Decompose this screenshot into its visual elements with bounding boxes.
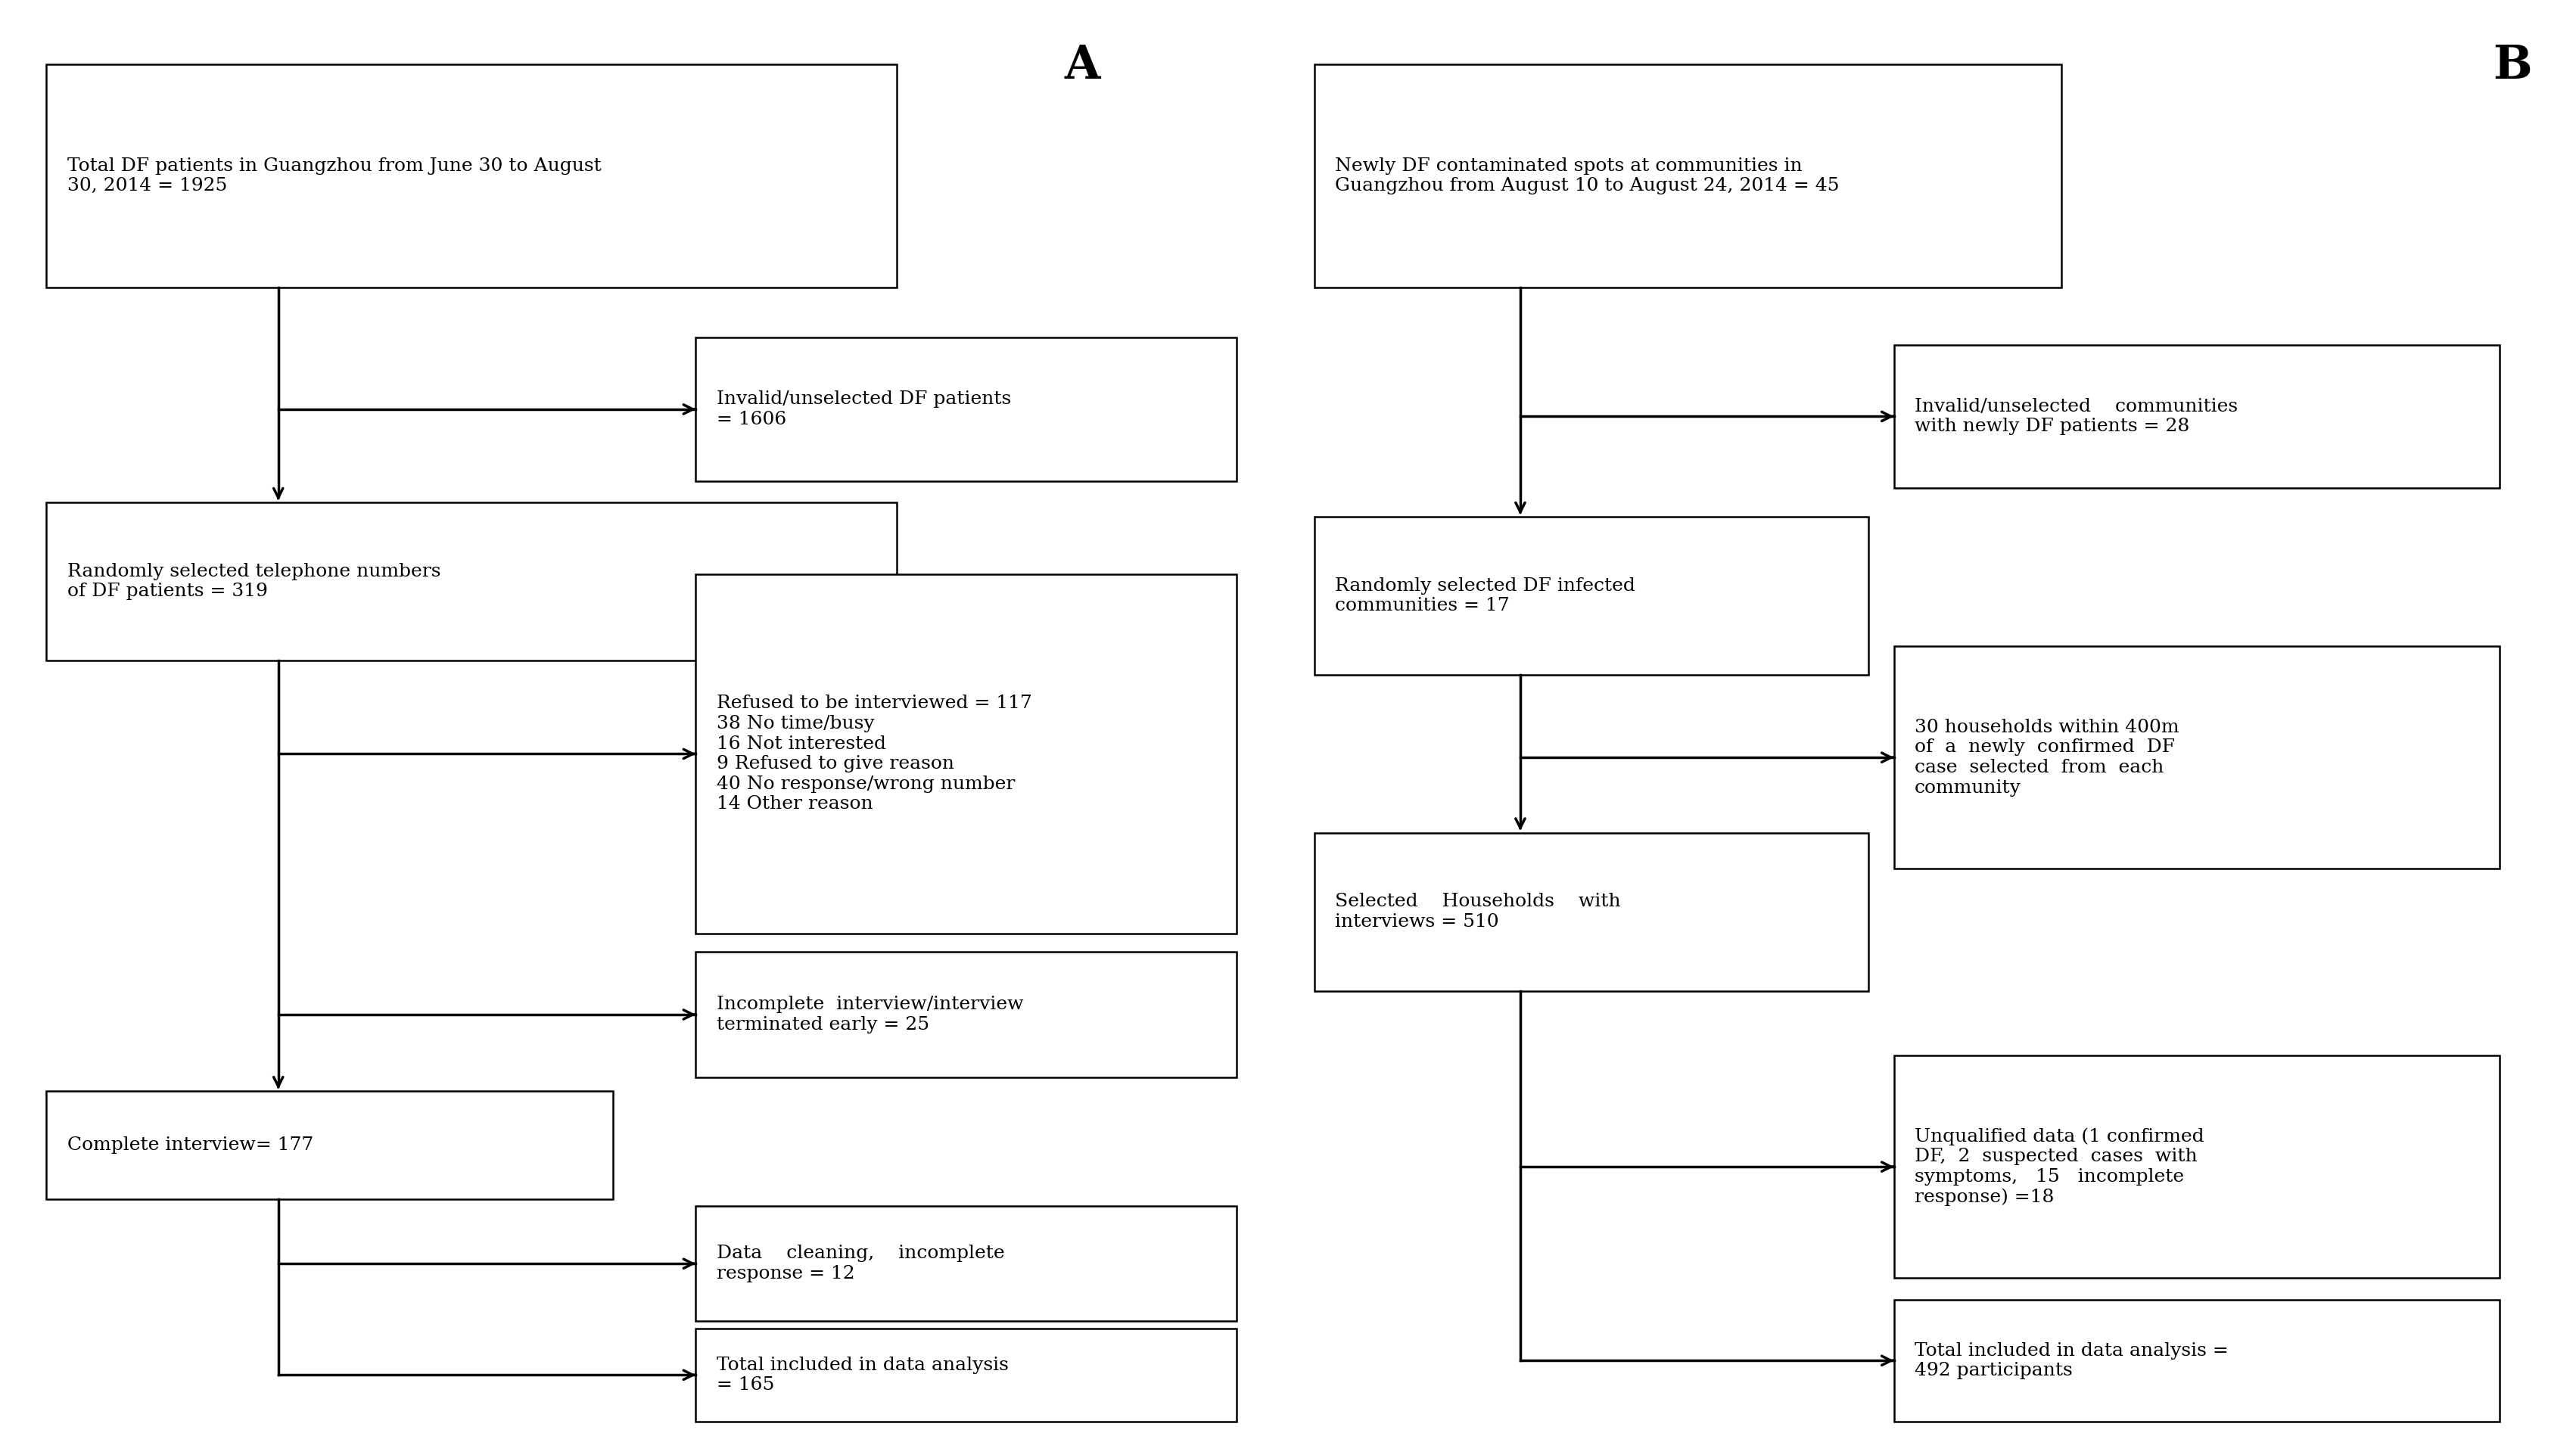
FancyBboxPatch shape xyxy=(696,337,1236,481)
Text: Selected    Households    with
interviews = 510: Selected Households with interviews = 51… xyxy=(1334,893,1620,931)
Text: A: A xyxy=(1064,43,1100,89)
FancyBboxPatch shape xyxy=(1314,833,1868,991)
FancyBboxPatch shape xyxy=(1314,517,1868,675)
FancyBboxPatch shape xyxy=(696,574,1236,933)
FancyBboxPatch shape xyxy=(1893,1300,2499,1422)
Text: B: B xyxy=(2491,43,2532,89)
Text: Total included in data analysis
= 165: Total included in data analysis = 165 xyxy=(716,1356,1007,1394)
Text: Randomly selected telephone numbers
of DF patients = 319: Randomly selected telephone numbers of D… xyxy=(67,563,440,600)
Text: 30 households within 400m
of  a  newly  confirmed  DF
case  selected  from  each: 30 households within 400m of a newly con… xyxy=(1914,718,2179,797)
Text: Data    cleaning,    incomplete
response = 12: Data cleaning, incomplete response = 12 xyxy=(716,1245,1005,1282)
FancyBboxPatch shape xyxy=(696,952,1236,1077)
FancyBboxPatch shape xyxy=(46,65,896,287)
FancyBboxPatch shape xyxy=(1893,345,2499,488)
Text: Newly DF contaminated spots at communities in
Guangzhou from August 10 to August: Newly DF contaminated spots at communiti… xyxy=(1334,157,1839,195)
Text: Invalid/unselected DF patients
= 1606: Invalid/unselected DF patients = 1606 xyxy=(716,391,1010,428)
Text: Refused to be interviewed = 117
38 No time/busy
16 Not interested
9 Refused to g: Refused to be interviewed = 117 38 No ti… xyxy=(716,695,1030,813)
Text: Complete interview= 177: Complete interview= 177 xyxy=(67,1136,314,1155)
FancyBboxPatch shape xyxy=(46,1091,613,1199)
FancyBboxPatch shape xyxy=(1893,1055,2499,1278)
Text: Total DF patients in Guangzhou from June 30 to August
30, 2014 = 1925: Total DF patients in Guangzhou from June… xyxy=(67,157,600,195)
FancyBboxPatch shape xyxy=(46,503,896,661)
FancyBboxPatch shape xyxy=(696,1206,1236,1321)
FancyBboxPatch shape xyxy=(1314,65,2061,287)
FancyBboxPatch shape xyxy=(1893,646,2499,869)
FancyBboxPatch shape xyxy=(696,1328,1236,1422)
Text: Unqualified data (1 confirmed
DF,  2  suspected  cases  with
symptoms,   15   in: Unqualified data (1 confirmed DF, 2 susp… xyxy=(1914,1127,2202,1206)
Text: Randomly selected DF infected
communities = 17: Randomly selected DF infected communitie… xyxy=(1334,577,1636,615)
Text: Total included in data analysis =
492 participants: Total included in data analysis = 492 pa… xyxy=(1914,1341,2228,1380)
Text: Invalid/unselected    communities
with newly DF patients = 28: Invalid/unselected communities with newl… xyxy=(1914,398,2236,435)
Text: Incomplete  interview/interview
terminated early = 25: Incomplete interview/interview terminate… xyxy=(716,995,1023,1034)
